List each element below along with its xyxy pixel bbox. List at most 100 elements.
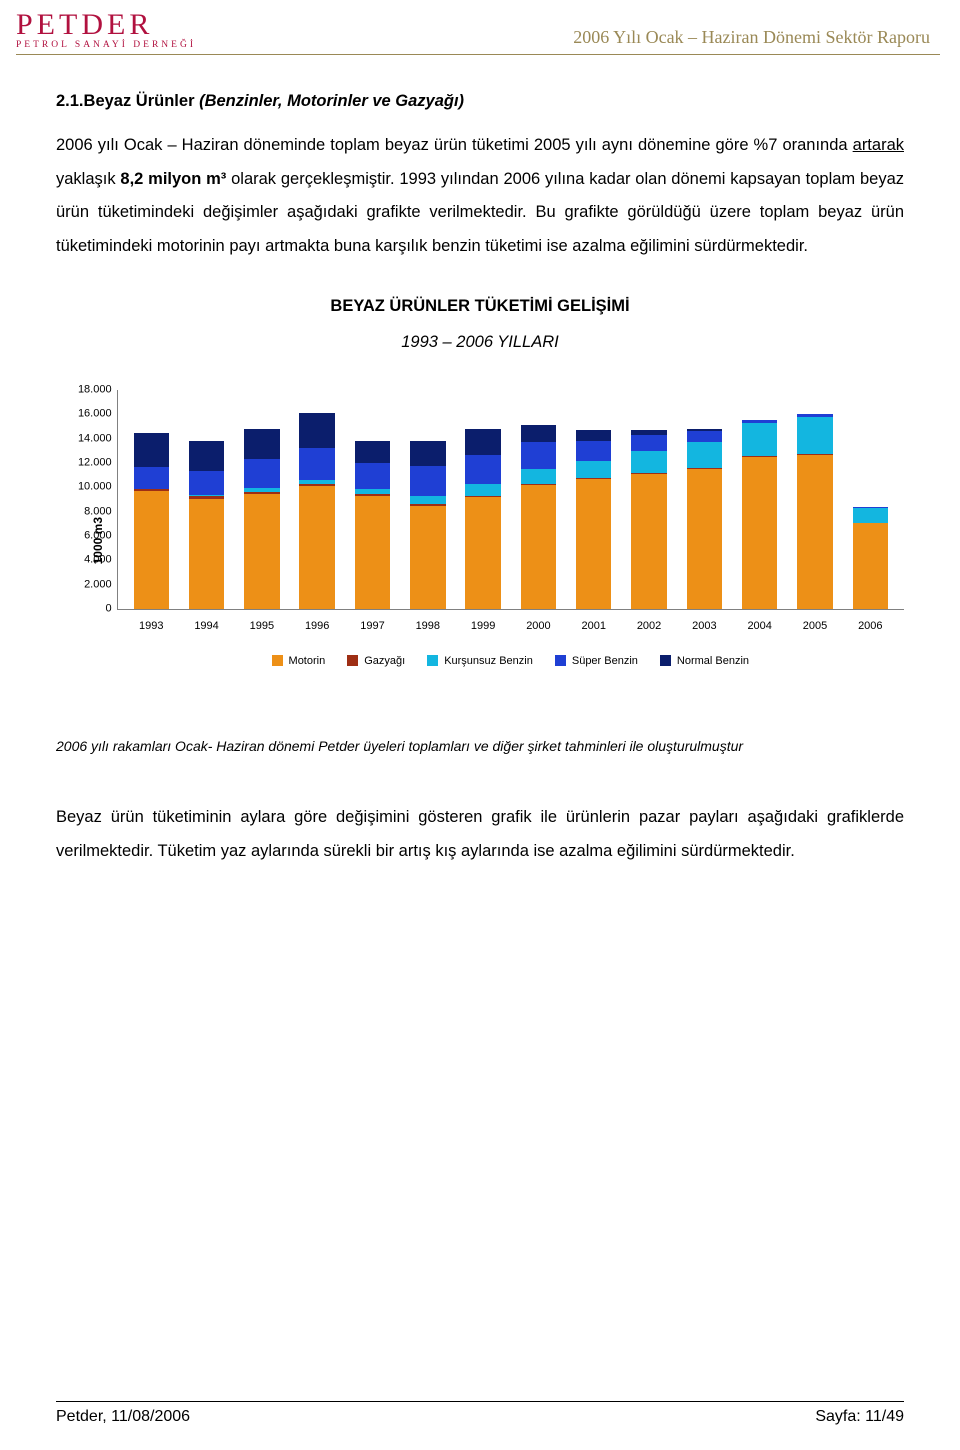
bar-segment-motorin [797, 455, 832, 609]
y-tick-label: 2.000 [84, 573, 118, 596]
plot-area: 02.0004.0006.0008.00010.00012.00014.0001… [117, 390, 904, 610]
stacked-bar [631, 430, 666, 608]
bar-segment-kursunsuz [742, 423, 777, 456]
bar-segment-normal [355, 441, 390, 463]
bar-column: 2006 [843, 390, 898, 609]
bar-segment-super [244, 459, 279, 488]
legend-label: Süper Benzin [572, 650, 638, 673]
x-tick-label: 1996 [305, 609, 329, 638]
footer-divider [56, 1401, 904, 1402]
stacked-bar [465, 429, 500, 609]
body-paragraph-1: 2006 yılı Ocak – Haziran döneminde topla… [56, 129, 904, 264]
bar-column: 1993 [124, 390, 179, 609]
stacked-bar [134, 433, 169, 609]
legend-label: Gazyağı [364, 650, 405, 673]
bar-segment-super [576, 441, 611, 461]
stacked-bar [742, 420, 777, 609]
legend-label: Motorin [289, 650, 326, 673]
bar-segment-normal [244, 429, 279, 458]
logo-subtext: PETROL SANAYİ DERNEĞİ [16, 40, 196, 50]
bar-segment-normal [189, 441, 224, 470]
bar-segment-kursunsuz [410, 496, 445, 505]
bar-segment-motorin [576, 479, 611, 609]
bar-segment-normal [465, 429, 500, 456]
bar-column: 2002 [621, 390, 676, 609]
bar-segment-motorin [853, 523, 888, 609]
heading-italic: (Benzinler, Motorinler ve Gazyağı) [199, 92, 464, 110]
x-tick-label: 2002 [637, 609, 661, 638]
chart-title: BEYAZ ÜRÜNLER TÜKETİMİ GELİŞİMİ [56, 290, 904, 324]
stacked-bar [521, 425, 556, 609]
bar-segment-normal [576, 430, 611, 441]
bar-segment-motorin [465, 497, 500, 608]
legend-label: Kurşunsuz Benzin [444, 650, 533, 673]
heading-number: 2.1. [56, 92, 84, 110]
bar-segment-super [355, 463, 390, 490]
bar-segment-kursunsuz [853, 508, 888, 523]
bar-column: 1997 [345, 390, 400, 609]
bar-segment-super [631, 435, 666, 451]
x-tick-label: 1998 [416, 609, 440, 638]
bar-segment-super [521, 442, 556, 469]
chart: 1000 m3 02.0004.0006.0008.00010.00012.00… [56, 390, 904, 673]
bar-segment-super [189, 471, 224, 495]
legend-label: Normal Benzin [677, 650, 749, 673]
report-title: 2006 Yılı Ocak – Haziran Dönemi Sektör R… [573, 27, 930, 47]
bar-column: 2003 [677, 390, 732, 609]
x-tick-label: 2003 [692, 609, 716, 638]
x-tick-label: 2004 [747, 609, 771, 638]
bar-segment-motorin [299, 486, 334, 608]
bar-column: 2001 [566, 390, 621, 609]
stacked-bar [355, 441, 390, 609]
bar-segment-motorin [631, 474, 666, 608]
bar-segment-motorin [134, 491, 169, 608]
footer-right: Sayfa: 11/49 [815, 1408, 904, 1426]
stacked-bar [189, 441, 224, 608]
y-tick-label: 4.000 [84, 549, 118, 572]
logo-text: PETDER [16, 11, 153, 38]
stacked-bar [244, 429, 279, 608]
chart-subtitle: 1993 – 2006 YILLARI [56, 326, 904, 360]
bar-segment-kursunsuz [687, 442, 722, 469]
x-tick-label: 2005 [803, 609, 827, 638]
bar-segment-motorin [742, 457, 777, 609]
bar-segment-kursunsuz [465, 484, 500, 496]
stacked-bar [797, 414, 832, 608]
heading-text: Beyaz Ürünler [84, 92, 200, 110]
x-tick-label: 1999 [471, 609, 495, 638]
stacked-bar [410, 441, 445, 609]
legend: Motorin Gazyağı Kurşunsuz Benzin Süper Benz… [117, 650, 904, 673]
bar-column: 2005 [787, 390, 842, 609]
bar-segment-kursunsuz [797, 417, 832, 454]
bar-segment-super [410, 466, 445, 495]
bar-column: 2000 [511, 390, 566, 609]
bar-column: 1996 [290, 390, 345, 609]
bar-column: 1994 [179, 390, 234, 609]
bar-segment-motorin [687, 469, 722, 608]
bar-column: 1995 [234, 390, 289, 609]
bar-segment-normal [521, 425, 556, 442]
x-tick-label: 1995 [250, 609, 274, 638]
legend-swatch [555, 655, 566, 666]
y-tick-label: 12.000 [78, 451, 118, 474]
bar-segment-motorin [410, 506, 445, 609]
section-heading: 2.1.Beyaz Ürünler (Benzinler, Motorinler… [56, 85, 904, 119]
stacked-bar [576, 430, 611, 608]
bar-column: 1998 [400, 390, 455, 609]
y-tick-label: 10.000 [78, 476, 118, 499]
y-tick-label: 14.000 [78, 427, 118, 450]
x-tick-label: 2001 [582, 609, 606, 638]
bar-segment-motorin [189, 499, 224, 609]
stacked-bar [299, 413, 334, 609]
logo: PETDER PETROL SANAYİ DERNEĞİ [16, 11, 196, 50]
stacked-bar [853, 507, 888, 609]
x-tick-label: 2000 [526, 609, 550, 638]
bar-segment-kursunsuz [521, 469, 556, 484]
legend-item-kursunsuz: Kurşunsuz Benzin [427, 650, 533, 673]
bar-segment-motorin [521, 485, 556, 608]
legend-swatch [272, 655, 283, 666]
bar-segment-normal [134, 433, 169, 467]
legend-item-motorin: Motorin [272, 650, 326, 673]
bar-segment-motorin [244, 494, 279, 609]
bar-segment-kursunsuz [576, 461, 611, 478]
